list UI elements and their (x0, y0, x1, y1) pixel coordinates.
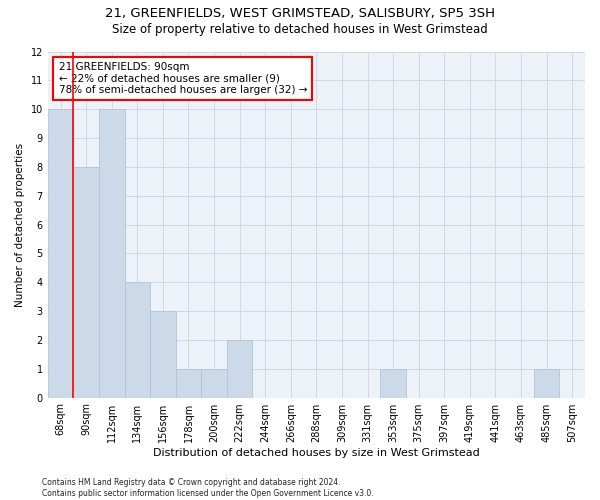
Bar (201, 368, 227, 398)
Text: Size of property relative to detached houses in West Grimstead: Size of property relative to detached ho… (112, 22, 488, 36)
Bar (227, 340, 253, 398)
Bar (176, 368, 201, 398)
Bar (125, 282, 150, 398)
Bar (99, 109, 125, 398)
Bar (534, 368, 559, 398)
Bar (380, 368, 406, 398)
Y-axis label: Number of detached properties: Number of detached properties (15, 142, 25, 306)
X-axis label: Distribution of detached houses by size in West Grimstead: Distribution of detached houses by size … (153, 448, 480, 458)
Text: Contains HM Land Registry data © Crown copyright and database right 2024.
Contai: Contains HM Land Registry data © Crown c… (42, 478, 374, 498)
Text: 21, GREENFIELDS, WEST GRIMSTEAD, SALISBURY, SP5 3SH: 21, GREENFIELDS, WEST GRIMSTEAD, SALISBU… (105, 8, 495, 20)
Bar (48, 109, 73, 398)
Bar (73, 167, 99, 398)
Bar (150, 311, 176, 398)
Text: 21 GREENFIELDS: 90sqm
← 22% of detached houses are smaller (9)
78% of semi-detac: 21 GREENFIELDS: 90sqm ← 22% of detached … (59, 62, 307, 95)
